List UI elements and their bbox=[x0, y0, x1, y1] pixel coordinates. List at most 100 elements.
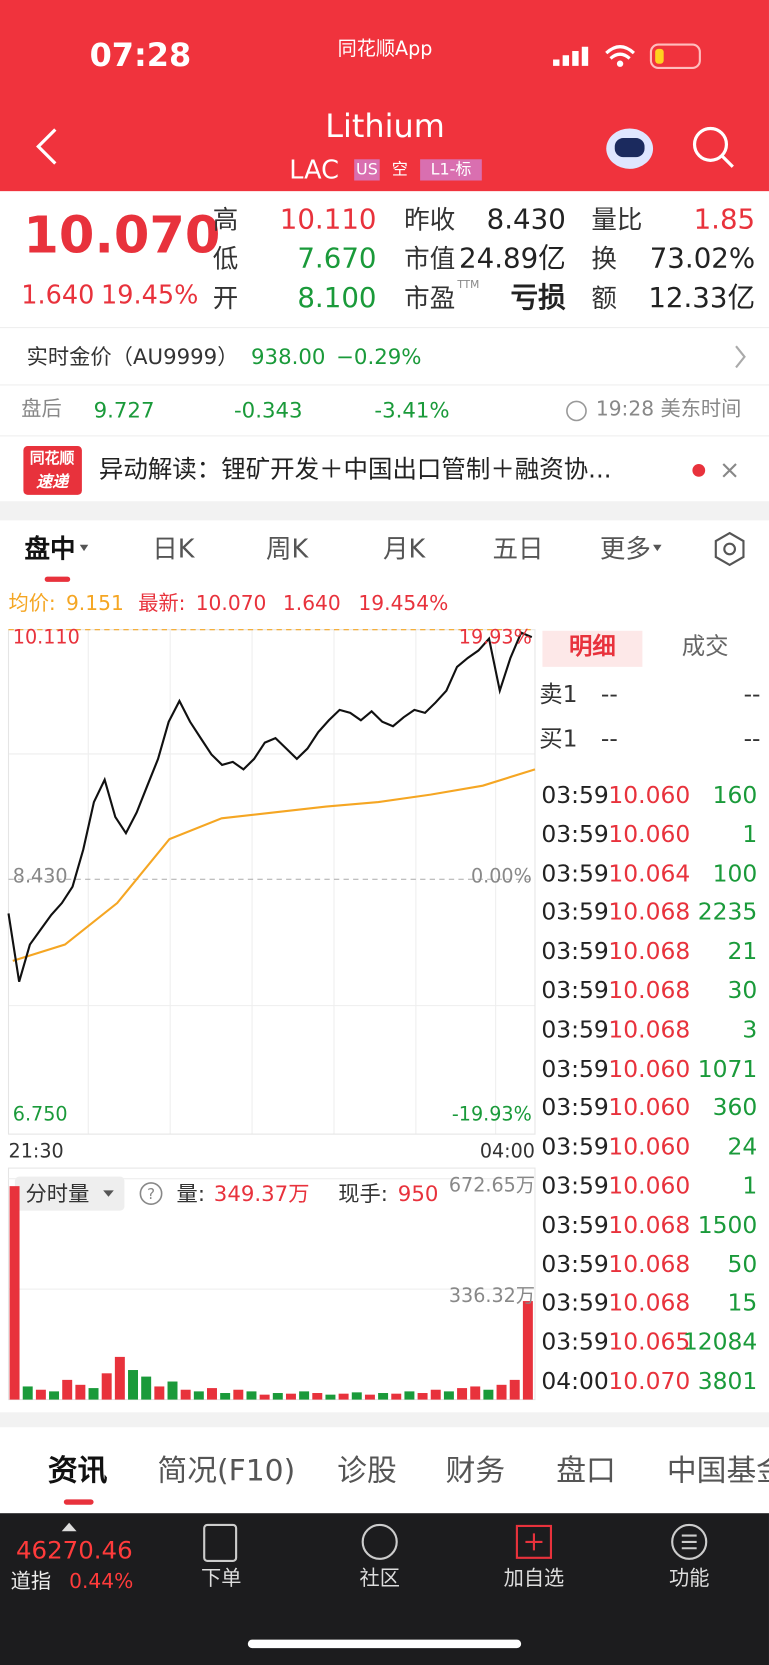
trade-vol: 2235 bbox=[697, 899, 758, 927]
home-indicator bbox=[247, 1639, 522, 1649]
vol-label: 量: bbox=[176, 1180, 206, 1207]
tab-underline bbox=[63, 1499, 94, 1505]
menu-icon[interactable] bbox=[671, 1523, 708, 1560]
volume-bar bbox=[114, 1356, 125, 1400]
divider bbox=[0, 327, 769, 329]
info: 19.454% bbox=[358, 592, 449, 616]
trade-vol: 1071 bbox=[697, 1056, 758, 1083]
stat-value: 24.89亿 bbox=[459, 243, 566, 276]
trade-time: 03:59 bbox=[541, 821, 609, 849]
trade-vol: 12084 bbox=[682, 1329, 758, 1357]
order-icon[interactable] bbox=[203, 1523, 238, 1563]
stat-label: 市值 bbox=[404, 244, 456, 274]
ah-price: 9.727 bbox=[93, 397, 155, 423]
badge-text: 速递 bbox=[36, 472, 69, 492]
search-icon bbox=[721, 154, 734, 168]
stat-label: 低 bbox=[212, 244, 239, 274]
trade-price: 10.068 bbox=[608, 1212, 691, 1240]
volume-bar bbox=[351, 1392, 362, 1400]
stat-value: 1.85 bbox=[693, 203, 756, 236]
gold-change: −0.29% bbox=[336, 344, 422, 370]
stat-value: 8.430 bbox=[486, 203, 566, 236]
change-pct: 19.45% bbox=[101, 280, 199, 311]
trade-vol: 24 bbox=[727, 1134, 758, 1161]
x-label: 04:00 bbox=[479, 1140, 535, 1163]
settings-icon[interactable] bbox=[714, 531, 745, 567]
volume-bar bbox=[101, 1373, 112, 1400]
info: 均价: bbox=[8, 592, 56, 616]
trade-price: 10.060 bbox=[608, 1173, 691, 1200]
title: Lithium bbox=[325, 108, 445, 146]
nav-item: 社区 bbox=[359, 1566, 400, 1591]
back-icon[interactable] bbox=[36, 128, 57, 165]
info: 9.151 bbox=[65, 592, 124, 616]
volume-bar bbox=[272, 1393, 283, 1400]
trade-vol: 160 bbox=[712, 782, 758, 810]
bottom-tab: 盘口 bbox=[556, 1452, 616, 1488]
volume-bar bbox=[259, 1394, 270, 1400]
trade-price: 10.068 bbox=[608, 978, 691, 1005]
volume-bar bbox=[364, 1394, 375, 1400]
badge: L1-标 bbox=[430, 159, 472, 179]
index-pct: 0.44% bbox=[69, 1570, 134, 1594]
volume-bar bbox=[430, 1389, 441, 1400]
volume-bar bbox=[141, 1376, 152, 1400]
volume-bar bbox=[457, 1388, 468, 1400]
volume-bar bbox=[35, 1389, 46, 1400]
volume-bar bbox=[404, 1391, 415, 1400]
close-icon[interactable] bbox=[722, 463, 737, 478]
wifi-icon bbox=[605, 45, 635, 60]
trade-vol: 3801 bbox=[697, 1368, 758, 1396]
help-icon[interactable] bbox=[139, 1182, 163, 1205]
trade-vol: 21 bbox=[727, 938, 758, 966]
nav-item: 加自选 bbox=[503, 1566, 565, 1591]
community-icon[interactable] bbox=[361, 1523, 398, 1560]
volume-bar bbox=[128, 1370, 139, 1400]
stat-label: 量比 bbox=[591, 204, 643, 235]
ah-pct: -3.41% bbox=[374, 397, 450, 423]
gap bbox=[0, 501, 769, 521]
index-name: 道指 bbox=[10, 1570, 52, 1594]
app-label: 同花顺App bbox=[337, 38, 433, 61]
tab: 五日 bbox=[492, 534, 544, 564]
ticker: LAC bbox=[289, 155, 339, 185]
pct-label: -19.93% bbox=[451, 1103, 532, 1126]
trade-time: 03:59 bbox=[541, 1017, 609, 1044]
add-icon[interactable] bbox=[515, 1524, 553, 1559]
stat-label: 额 bbox=[591, 283, 617, 314]
search-icon[interactable] bbox=[692, 126, 729, 162]
trade-vol: 1 bbox=[742, 1173, 758, 1200]
tab: 盘中 bbox=[24, 534, 76, 564]
panel-tab: 成交 bbox=[681, 633, 729, 661]
trade-time: 03:59 bbox=[541, 899, 609, 927]
trade-price: 10.064 bbox=[608, 860, 691, 888]
volume-bar bbox=[49, 1391, 60, 1400]
gold-label: 实时金价（AU9999） bbox=[26, 344, 239, 370]
y-tick-label: 8.430 bbox=[12, 865, 68, 888]
trade-vol: 1500 bbox=[697, 1212, 758, 1240]
trade-time: 04:00 bbox=[541, 1368, 609, 1396]
trade-vol: 15 bbox=[727, 1290, 758, 1318]
stat-label: 市盈 bbox=[404, 283, 456, 314]
trade-price: 10.060 bbox=[608, 1056, 691, 1083]
add-icon bbox=[525, 1533, 543, 1551]
volume-bar bbox=[299, 1391, 310, 1400]
chevron[interactable] bbox=[735, 345, 746, 369]
hand-label: 现手: bbox=[338, 1180, 388, 1207]
trade-price: 10.068 bbox=[608, 1290, 691, 1318]
volume-bar bbox=[509, 1379, 520, 1400]
divider bbox=[0, 435, 769, 437]
book-label: 买1 bbox=[539, 726, 578, 753]
volume-bar bbox=[154, 1386, 165, 1400]
trade-price: 10.068 bbox=[608, 899, 691, 927]
trade-price: 10.060 bbox=[608, 1134, 691, 1161]
trade-time: 03:59 bbox=[541, 860, 609, 888]
info: 1.640 bbox=[282, 592, 341, 616]
info: 最新: bbox=[138, 592, 186, 616]
tab: 日K bbox=[152, 534, 195, 564]
volume-bar bbox=[22, 1386, 33, 1400]
volume-bar bbox=[443, 1391, 454, 1400]
